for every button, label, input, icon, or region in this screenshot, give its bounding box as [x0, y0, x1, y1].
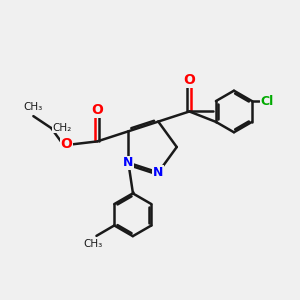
Text: O: O [61, 137, 73, 152]
Text: N: N [123, 156, 134, 169]
Text: CH₃: CH₃ [84, 239, 103, 249]
Text: N: N [153, 166, 164, 179]
Text: CH₃: CH₃ [24, 102, 43, 112]
Text: O: O [91, 103, 103, 117]
Text: CH₂: CH₂ [53, 123, 72, 133]
Text: Cl: Cl [260, 94, 273, 108]
Text: O: O [183, 73, 195, 87]
